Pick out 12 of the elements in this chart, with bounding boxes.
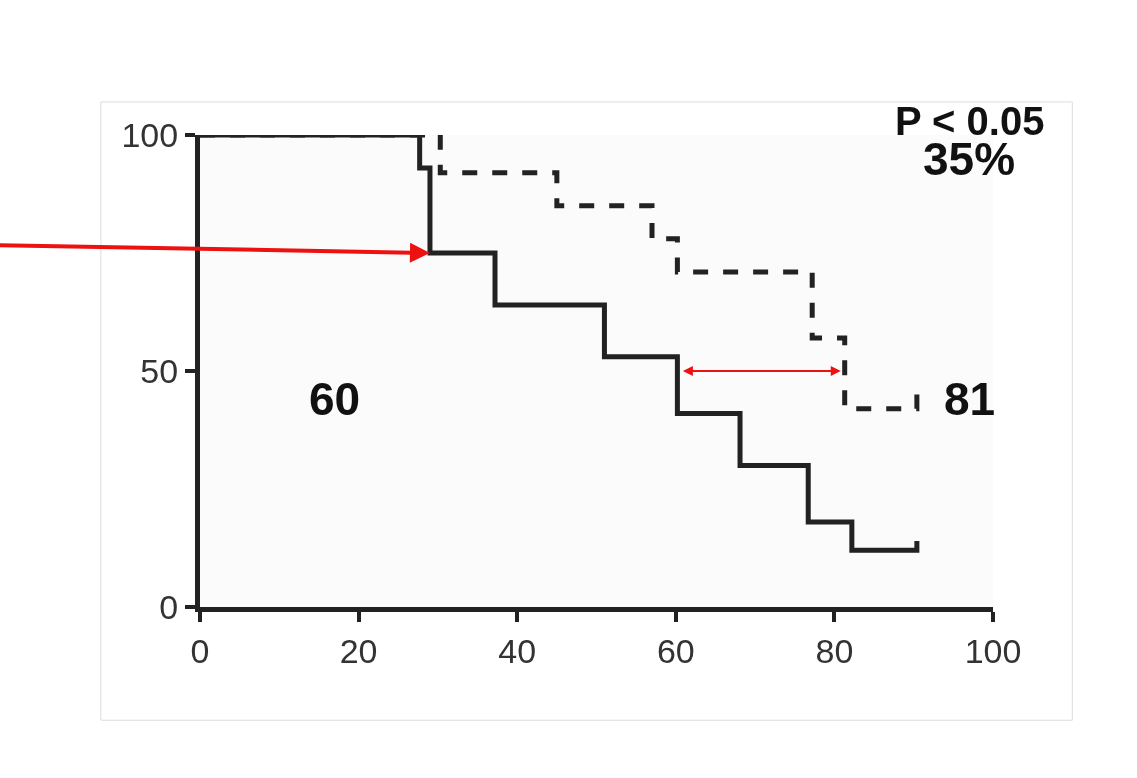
- y-tick-label: 0: [159, 587, 179, 626]
- x-tick-label: 100: [964, 631, 1022, 670]
- y-tick-label: 100: [121, 115, 179, 154]
- x-tick-label: 80: [815, 631, 854, 670]
- x-tick-label: 20: [339, 631, 378, 670]
- annotation: 81: [944, 373, 996, 425]
- annotation: 60: [309, 373, 361, 425]
- x-tick-label: 0: [190, 631, 210, 670]
- annotation: P < 0.05: [895, 99, 1045, 143]
- y-tick-label: 50: [140, 351, 179, 390]
- x-tick-label: 40: [498, 631, 537, 670]
- x-tick-label: 60: [656, 631, 695, 670]
